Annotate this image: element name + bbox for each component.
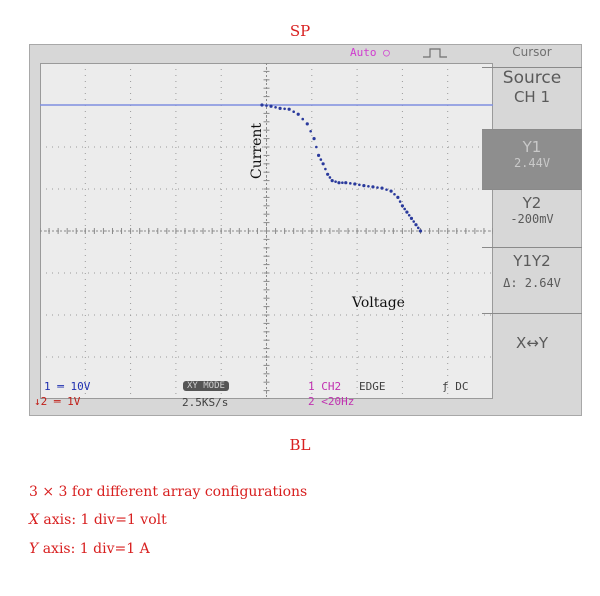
ch1-scale: 1 ═ 10V <box>44 380 91 393</box>
trace-point <box>283 107 286 111</box>
trigger-channel: 1 CH2 <box>308 380 342 393</box>
source-value: CH 1 <box>513 88 551 106</box>
trace-point <box>316 153 321 157</box>
cursor-menu-panel: Cursor Source CH 1 Y1 2.44V Y2 -200mV Y1… <box>482 45 582 375</box>
oscilloscope-screen: Auto ○ Current Voltage Cursor Source CH … <box>29 44 582 416</box>
trace-point <box>326 172 330 176</box>
y2-label: Y2 <box>522 194 542 212</box>
caption-y-axis-symbol: Y <box>29 541 39 557</box>
trace-point <box>296 112 300 116</box>
trace-point <box>362 184 366 188</box>
trace-point <box>396 195 400 199</box>
trace-point <box>393 192 396 196</box>
trace-point <box>400 204 404 208</box>
trace-point <box>405 210 409 214</box>
trace-point <box>407 213 411 217</box>
y1-softkey[interactable]: Y1 2.44V <box>482 129 582 189</box>
trace-point <box>409 216 414 220</box>
y2-softkey[interactable]: Y2 -200mV <box>482 189 582 243</box>
trigger-type: EDGE <box>359 380 386 393</box>
figure-x-label: BL <box>289 436 311 454</box>
trace-point <box>305 122 309 126</box>
y1-label: Y1 <box>522 138 542 156</box>
trace-point <box>367 184 370 188</box>
trace-point <box>328 176 332 179</box>
trace-point <box>278 106 282 110</box>
xy-mode-badge: XY MODE <box>183 381 229 391</box>
trigger-edge-icon <box>423 48 447 58</box>
trace-point <box>414 223 418 227</box>
source-label: Source <box>502 68 562 88</box>
trace-point <box>292 110 295 114</box>
trigger-coupling: ƒ DC <box>442 380 469 393</box>
trace-point <box>324 167 327 171</box>
swap-xy-label: X↔Y <box>515 334 548 352</box>
y2-value: -200mV <box>510 212 554 226</box>
ch2-scale: ↓2 ═ 1V <box>34 395 81 408</box>
trace-point <box>349 182 352 185</box>
trace-point <box>309 129 312 133</box>
trace-point <box>389 189 393 193</box>
y1y2-delta-value: Δ: 2.64V <box>503 276 561 290</box>
caption-x-axis-symbol: X <box>29 512 39 528</box>
trace-point <box>380 186 384 190</box>
y1y2-softkey[interactable]: Y1Y2 Δ: 2.64V <box>482 247 582 311</box>
trace-point <box>319 158 323 161</box>
trace-point <box>416 226 420 230</box>
trace-point <box>344 181 348 185</box>
trace-point <box>341 181 344 184</box>
trace-point <box>315 145 318 149</box>
cursor-menu-title: Cursor <box>512 45 552 59</box>
source-softkey[interactable]: Source CH 1 <box>482 67 582 129</box>
caption-x-axis: X axis: 1 div=1 volt <box>29 512 167 528</box>
trace-point <box>312 137 316 141</box>
trace-point <box>269 104 273 108</box>
trace-point <box>337 181 341 185</box>
swap-xy-softkey[interactable]: X↔Y <box>482 313 582 373</box>
trace-point <box>260 103 264 107</box>
trace-point <box>301 117 305 121</box>
plot-grid: Current Voltage <box>40 63 493 399</box>
trace-point <box>334 180 337 183</box>
sample-rate: 2.5KS/s <box>182 396 229 409</box>
caption-configurations: 3 × 3 for different array configurations <box>29 484 308 500</box>
trace-point <box>412 220 416 223</box>
trace-point <box>398 200 402 203</box>
trace-point <box>287 107 291 111</box>
trace-point <box>385 188 388 191</box>
trace-point <box>265 104 268 107</box>
trace-point <box>353 182 357 186</box>
plot-area <box>40 63 493 399</box>
trace-point <box>403 207 406 211</box>
trace-point <box>418 229 423 233</box>
trace-point <box>358 183 361 187</box>
trace-point <box>274 106 277 109</box>
trace-point <box>321 162 325 166</box>
trace-point <box>330 179 334 183</box>
trace-point <box>376 186 379 189</box>
current-label: Current <box>249 122 265 179</box>
caption-y-axis: Y axis: 1 div=1 A <box>29 541 150 557</box>
voltage-label: Voltage <box>352 295 405 311</box>
figure-title: SP <box>289 22 311 40</box>
y1-value: 2.44V <box>513 156 551 170</box>
auto-status: Auto ○ <box>350 46 390 59</box>
trigger-frequency: 2 <20Hz <box>308 395 355 408</box>
y1y2-label: Y1Y2 <box>513 252 551 270</box>
trace-point <box>371 185 375 189</box>
bottom-status-bar: 1 ═ 10V ↓2 ═ 1V XY MODE 2.5KS/s 1 CH2 ED… <box>30 379 581 415</box>
